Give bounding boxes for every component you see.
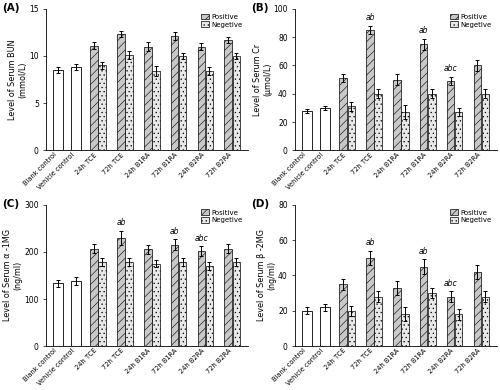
Bar xyxy=(320,307,330,346)
Bar xyxy=(179,262,186,346)
Legend: Positive, Negetive: Positive, Negetive xyxy=(448,12,493,29)
Bar xyxy=(482,94,489,151)
Y-axis label: Level of Serum BUN
(mmol/L): Level of Serum BUN (mmol/L) xyxy=(8,39,28,120)
Bar xyxy=(420,267,428,346)
Bar xyxy=(348,106,355,151)
Bar xyxy=(302,311,312,346)
Bar xyxy=(53,284,62,346)
Bar xyxy=(117,238,124,346)
Bar xyxy=(428,94,436,151)
Bar xyxy=(171,36,178,151)
Bar xyxy=(482,297,489,346)
Bar xyxy=(455,112,462,151)
Legend: Positive, Negetive: Positive, Negetive xyxy=(200,12,244,29)
Bar xyxy=(117,34,124,151)
Bar xyxy=(374,94,382,151)
Bar xyxy=(232,56,240,151)
Text: ab: ab xyxy=(419,26,428,35)
Bar xyxy=(366,30,374,151)
Bar xyxy=(152,264,160,346)
Bar xyxy=(53,70,62,151)
Bar xyxy=(401,314,408,346)
Bar xyxy=(98,262,106,346)
Bar xyxy=(198,251,205,346)
Legend: Positive, Negetive: Positive, Negetive xyxy=(200,208,244,225)
Y-axis label: Level of Serum α -1MG
(ng/ml): Level of Serum α -1MG (ng/ml) xyxy=(4,229,22,321)
Bar xyxy=(198,46,205,151)
Bar xyxy=(71,67,81,151)
Bar xyxy=(144,46,152,151)
Bar xyxy=(125,55,133,151)
Bar xyxy=(474,66,481,151)
Text: (B): (B) xyxy=(251,3,268,13)
Bar xyxy=(366,258,374,346)
Bar xyxy=(171,245,178,346)
Bar xyxy=(125,262,133,346)
Bar xyxy=(393,288,400,346)
Text: (C): (C) xyxy=(2,199,20,209)
Bar xyxy=(206,71,213,151)
Bar xyxy=(340,78,347,151)
Bar xyxy=(348,311,355,346)
Text: abc: abc xyxy=(444,279,458,288)
Bar xyxy=(401,112,408,151)
Text: (A): (A) xyxy=(2,3,20,13)
Bar xyxy=(420,44,428,151)
Bar xyxy=(474,272,481,346)
Bar xyxy=(428,293,436,346)
Bar xyxy=(302,111,312,151)
Bar xyxy=(90,46,98,151)
Y-axis label: Level of Serum Cr
(μmol/L): Level of Serum Cr (μmol/L) xyxy=(252,44,272,116)
Bar xyxy=(447,81,454,151)
Bar xyxy=(98,66,106,151)
Text: abc: abc xyxy=(444,64,458,73)
Text: ab: ab xyxy=(366,238,375,247)
Text: ab: ab xyxy=(116,218,126,227)
Text: ab: ab xyxy=(419,247,428,256)
Bar xyxy=(144,250,152,346)
Text: abc: abc xyxy=(194,234,208,243)
Bar xyxy=(455,314,462,346)
Text: ab: ab xyxy=(170,227,179,236)
Bar xyxy=(320,108,330,151)
Bar xyxy=(393,80,400,151)
Bar xyxy=(224,248,232,346)
Bar xyxy=(179,56,186,151)
Legend: Positive, Negetive: Positive, Negetive xyxy=(448,208,493,225)
Bar xyxy=(152,71,160,151)
Bar xyxy=(232,262,240,346)
Bar xyxy=(447,297,454,346)
Bar xyxy=(224,40,232,151)
Bar xyxy=(206,266,213,346)
Text: ab: ab xyxy=(366,13,375,22)
Text: (D): (D) xyxy=(251,199,270,209)
Bar xyxy=(71,281,81,346)
Bar xyxy=(340,284,347,346)
Bar xyxy=(90,248,98,346)
Bar xyxy=(374,297,382,346)
Y-axis label: Level of Serum β -2MG
(ng/ml): Level of Serum β -2MG (ng/ml) xyxy=(258,229,276,321)
